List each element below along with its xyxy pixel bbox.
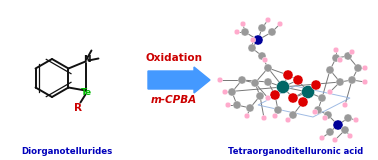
Circle shape [222,89,228,95]
Circle shape [240,21,246,27]
Circle shape [326,128,334,136]
Text: m-CPBA: m-CPBA [151,95,197,105]
Circle shape [333,120,343,130]
Circle shape [293,75,303,85]
Circle shape [332,54,340,62]
Circle shape [264,78,272,86]
Circle shape [264,64,272,72]
Circle shape [256,92,264,100]
Circle shape [327,89,333,95]
Circle shape [244,113,250,119]
Circle shape [333,47,339,53]
Circle shape [262,57,268,63]
Circle shape [258,52,266,60]
Circle shape [298,97,308,107]
Text: Diorganotellurides: Diorganotellurides [22,147,113,156]
Circle shape [318,94,326,102]
Circle shape [251,79,259,87]
Circle shape [314,106,322,114]
Circle shape [289,111,297,119]
Circle shape [362,65,368,71]
Text: N: N [83,55,90,64]
Circle shape [349,49,355,55]
Circle shape [332,137,338,143]
Circle shape [253,35,263,45]
Circle shape [241,28,249,36]
Circle shape [285,117,291,123]
Circle shape [344,114,352,122]
Circle shape [288,93,298,103]
Text: Oxidation: Oxidation [146,53,203,63]
Text: R: R [74,103,82,112]
Circle shape [225,102,231,108]
Text: Te: Te [81,88,92,97]
Circle shape [272,113,278,119]
FancyArrow shape [148,67,210,93]
Circle shape [248,44,256,52]
Circle shape [326,66,334,74]
Circle shape [353,117,359,123]
Text: Tetraorganoditelluronic acid: Tetraorganoditelluronic acid [228,147,364,156]
Circle shape [268,28,276,36]
Circle shape [312,109,318,115]
Circle shape [246,104,254,112]
Circle shape [347,133,353,139]
Circle shape [261,115,267,121]
Circle shape [342,102,348,108]
Circle shape [283,70,293,80]
Circle shape [217,77,223,83]
Circle shape [319,135,325,141]
Circle shape [344,52,352,60]
Circle shape [311,80,321,90]
Circle shape [302,85,314,99]
Circle shape [270,90,280,100]
Circle shape [228,88,236,96]
Circle shape [265,95,271,101]
Circle shape [233,101,241,109]
Circle shape [238,76,246,84]
Circle shape [258,24,266,32]
Circle shape [274,106,282,114]
Circle shape [250,37,256,43]
Circle shape [354,64,362,72]
Circle shape [276,80,290,93]
Circle shape [341,126,349,134]
Circle shape [362,79,368,85]
Circle shape [348,76,356,84]
Circle shape [265,17,271,23]
Circle shape [322,115,328,121]
Circle shape [277,21,283,27]
Circle shape [336,78,344,86]
Circle shape [337,57,343,63]
Circle shape [324,111,332,119]
Circle shape [234,29,240,35]
